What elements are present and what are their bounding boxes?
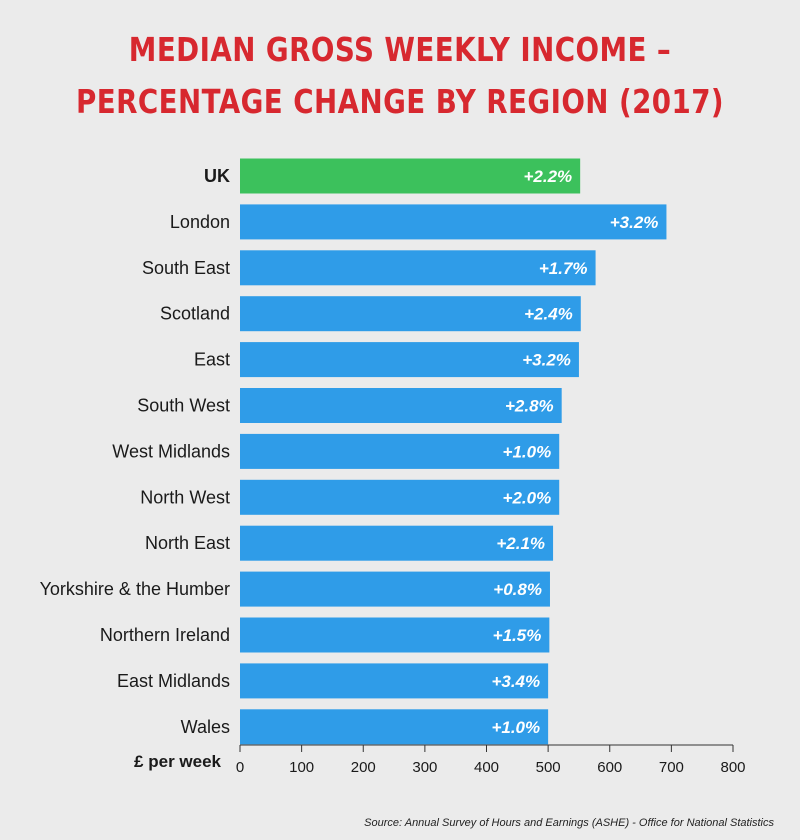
chart-title-line-1: MEDIAN GROSS WEEKLY INCOME –: [128, 30, 672, 69]
bar-yorkshire-the-humber: [240, 571, 550, 607]
data-label: +2.1%: [496, 534, 545, 553]
bar-scotland: [240, 296, 581, 332]
x-tick-label: 200: [351, 759, 376, 776]
data-label: +2.8%: [505, 397, 554, 416]
bar-wales: [240, 709, 549, 745]
bar-south-east: [240, 250, 596, 286]
bar-east: [240, 342, 579, 378]
category-label: East Midlands: [117, 671, 230, 691]
category-label: Northern Ireland: [100, 625, 230, 645]
data-label: +1.0%: [503, 442, 552, 461]
data-label: +0.8%: [493, 580, 542, 599]
category-label: South West: [137, 396, 230, 416]
bar-east-midlands: [240, 663, 549, 699]
x-tick-label: 400: [474, 759, 499, 776]
x-tick-label: 600: [597, 759, 622, 776]
data-label: +1.0%: [491, 718, 540, 737]
category-label: North West: [140, 487, 230, 507]
category-label: East: [194, 350, 230, 370]
data-label: +2.4%: [524, 305, 573, 324]
x-tick-label: 800: [720, 759, 745, 776]
bar-northern-ireland: [240, 617, 550, 653]
data-label: +3.2%: [610, 213, 659, 232]
chart-title: MEDIAN GROSS WEEKLY INCOME – PERCENTAGE …: [64, 24, 736, 128]
bar-north-west: [240, 479, 560, 515]
bar-uk: [240, 158, 581, 194]
category-label: UK: [204, 166, 230, 186]
chart-title-line-2: PERCENTAGE CHANGE BY REGION (2017): [75, 82, 725, 121]
category-label: North East: [145, 533, 230, 553]
bar-west-midlands: [240, 433, 560, 469]
x-tick-label: 0: [236, 759, 244, 776]
data-label: +2.2%: [523, 167, 572, 186]
category-label: South East: [142, 258, 230, 278]
x-tick-label: 100: [289, 759, 314, 776]
x-tick-label: 700: [659, 759, 684, 776]
data-label: +1.5%: [493, 626, 542, 645]
data-label: +2.0%: [503, 488, 552, 507]
category-label: West Midlands: [112, 441, 230, 461]
data-label: +3.2%: [522, 351, 571, 370]
category-label: London: [170, 212, 230, 232]
data-label: +1.7%: [539, 259, 588, 278]
bar-london: [240, 204, 667, 240]
category-label: Yorkshire & the Humber: [40, 579, 230, 599]
source-note: Source: Annual Survey of Hours and Earni…: [364, 817, 774, 829]
category-label: Scotland: [160, 304, 230, 324]
data-label: +3.4%: [491, 672, 540, 691]
bar-south-west: [240, 388, 562, 423]
x-tick-label: 500: [536, 759, 561, 776]
x-axis-label: £ per week: [134, 752, 221, 771]
x-tick-label: 300: [412, 759, 437, 776]
category-label: Wales: [181, 717, 230, 737]
bar-north-east: [240, 525, 554, 561]
